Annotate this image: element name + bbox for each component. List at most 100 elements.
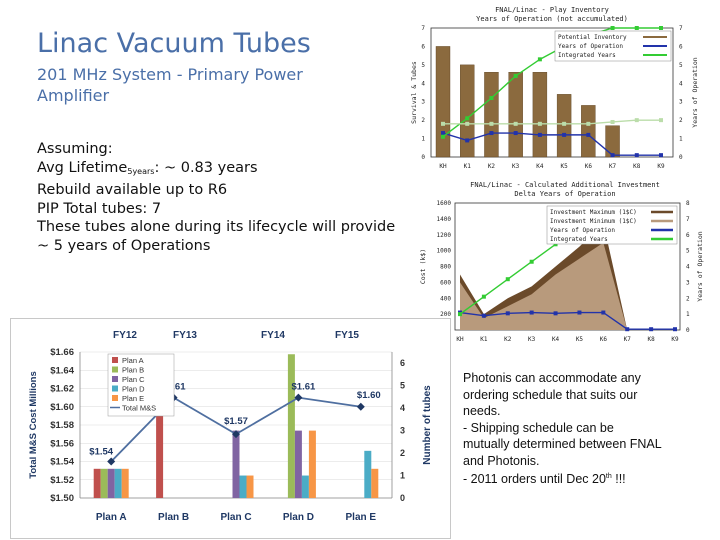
chart1-flat-line	[443, 119, 661, 125]
chart3-frame	[10, 318, 451, 539]
chart2-y2tick: 5	[686, 248, 690, 255]
chart2-years-line-point	[601, 310, 606, 315]
photonis-note: Photonis can accommodate any ordering sc…	[463, 370, 663, 488]
chart3-xtick: Plan B	[158, 512, 189, 523]
chart3-total-label: $1.54	[89, 447, 113, 458]
lifetime-suffix: : ~ 0.83 years	[154, 159, 258, 176]
chart3-legend-label: Plan E	[122, 394, 144, 403]
chart2-legend: Investment Maximum (1$C) Investment Minim…	[546, 205, 678, 245]
chart3-tube-bar	[308, 430, 316, 498]
slide-title: Linac Vacuum Tubes	[37, 28, 311, 59]
chart1-flat-line-point	[610, 119, 615, 124]
chart1-legend: Potential Inventory Years of Operation Int…	[554, 30, 672, 62]
chart1-years-line-point	[465, 138, 470, 143]
chart3-tube-bar	[121, 468, 129, 498]
chart2-y2tick: 6	[686, 232, 690, 239]
chart1-flat-line-point	[465, 121, 470, 126]
chart1-flat-line-point	[441, 121, 445, 126]
chart3-legend-label: Plan B	[122, 366, 144, 375]
chart1-years-line-point	[562, 132, 567, 137]
chart1-y2tick: 3	[679, 99, 683, 106]
lifetime-prefix: Avg Lifetime	[37, 159, 128, 176]
chart1-title: FNAL/Linac - Play Inventory	[495, 6, 609, 14]
chart1-y2tick: 2	[679, 117, 683, 124]
chart2-ylabel: Cost (k$)	[419, 249, 427, 284]
chart1-integrated-line-point	[441, 134, 445, 139]
chart3-tube-bar	[294, 430, 302, 498]
slide-subtitle: 201 MHz System - Primary Power Amplifier	[37, 65, 303, 105]
assumption-provide-1: These tubes alone during its lifecycle w…	[37, 219, 396, 235]
note-p3-sup: th	[605, 473, 612, 480]
chart2-y2label: Years of Operation	[696, 231, 704, 302]
chart1-legend-label: Integrated Years	[558, 52, 616, 59]
chart3-ylabel: Total M&S Cost Millions	[28, 371, 39, 479]
chart1-xtick: K4	[536, 163, 544, 170]
chart3-ytick: $1.56	[50, 438, 74, 449]
chart2-ytick: 400	[440, 295, 451, 302]
chart3-tube-bar	[114, 468, 122, 498]
chart1-y2tick: 0	[679, 154, 683, 161]
chart2-y2tick: 8	[686, 200, 690, 207]
chart2-y2tick: 2	[686, 295, 690, 302]
chart2-ytick: 1400	[437, 216, 452, 223]
chart1-flat-line-point	[537, 121, 542, 126]
chart1-xtick: K6	[585, 163, 593, 170]
assumption-lifetime: Avg Lifetime5years: ~ 0.83 years	[37, 159, 417, 182]
chart2-integrated-line-point	[458, 312, 462, 317]
chart3-y2tick: 3	[400, 426, 405, 436]
assumption-rebuild: Rebuild available up to R6	[37, 182, 228, 198]
chart3-fy-label: FY13	[173, 330, 197, 341]
chart2-xtick: K6	[600, 336, 608, 343]
chart1-bar	[460, 64, 475, 158]
chart1-flat-line-point	[659, 118, 663, 123]
note-p3-pre: - 2011 orders until Dec 20	[463, 472, 606, 487]
chart2-ytick: 1200	[437, 232, 452, 239]
chart3-total-label: $1.57	[224, 416, 248, 427]
chart3-y2label: Number of tubes	[422, 385, 433, 465]
chart1-y2tick: 6	[679, 43, 683, 50]
assumptions-block: Assuming: Avg Lifetime5years: ~ 0.83 yea…	[37, 140, 417, 255]
chart2-years-line-point	[625, 327, 630, 332]
chart3-ytick: $1.54	[50, 457, 74, 468]
chart2-xtick: K4	[552, 336, 560, 343]
chart3-ytick: $1.60	[50, 402, 74, 413]
chart1-ytick: 1	[421, 136, 425, 143]
chart1-ytick: 5	[421, 62, 425, 69]
chart1-years-line-point	[513, 131, 518, 136]
chart3-xtick: Plan A	[96, 512, 127, 523]
chart1-bar	[435, 46, 451, 158]
chart2-xtick: K3	[528, 336, 536, 343]
chart2-years-line-point	[529, 310, 534, 315]
chart2-legend-label: Integrated Years	[550, 236, 608, 243]
chart1-integrated-line-point	[537, 57, 542, 62]
chart1-legend-label: Years of Operation	[558, 43, 623, 50]
chart1-ytick: 4	[421, 80, 425, 87]
chart1-integrated-line-point	[659, 26, 663, 30]
chart1-years-line-point	[586, 132, 591, 137]
chart3-total-point	[232, 430, 240, 439]
chart1-integrated-line-point	[634, 26, 639, 30]
chart3-xtick: Plan C	[220, 512, 251, 523]
chart1-ytick: 0	[421, 154, 425, 161]
chart1-xtick: K7	[609, 163, 617, 170]
chart1-xtick: K2	[488, 163, 496, 170]
chart2-legend-label: Years of Operation	[550, 227, 615, 234]
chart1-subtitle: Years of Operation (not accumulated)	[476, 15, 628, 23]
chart1-years-line-point	[489, 131, 494, 136]
chart1-integrated-line	[442, 27, 661, 138]
lifetime-subscript: 5years	[127, 166, 155, 176]
note-paragraph-1: Photonis can accommodate any ordering sc…	[463, 371, 641, 418]
chart1-xtick: KH	[439, 163, 447, 170]
chart3-total-label: $1.61	[292, 382, 316, 393]
chart2-years-line-point	[673, 327, 677, 332]
chart2-xtick: K5	[576, 336, 584, 343]
chart3-legend-label: Plan C	[122, 375, 145, 384]
chart3-ytick: $1.64	[50, 365, 74, 376]
chart2-y2tick: 1	[686, 311, 690, 318]
chart2-subtitle: Delta Years of Operation	[514, 190, 615, 198]
chart3-y2tick: 4	[400, 403, 405, 413]
chart1-bar	[508, 72, 523, 158]
chart1-bar	[581, 105, 596, 158]
chart3-tube-bar	[371, 468, 379, 498]
